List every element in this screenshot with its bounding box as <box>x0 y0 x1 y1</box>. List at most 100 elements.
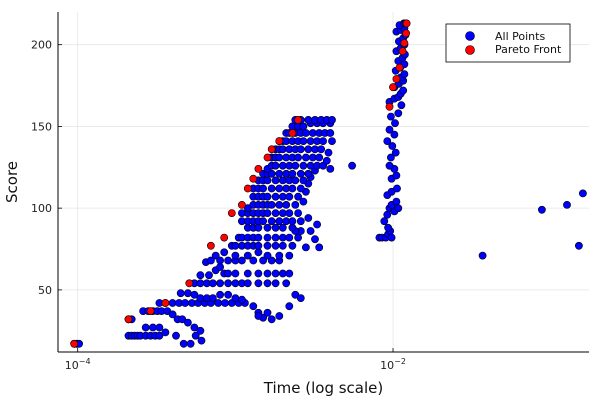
point-all-points <box>285 251 294 260</box>
point-all-points <box>211 251 220 260</box>
point-all-points <box>190 323 199 332</box>
point-all-points <box>579 189 587 198</box>
point-all-points <box>231 279 240 288</box>
point-all-points <box>278 176 287 185</box>
point-all-points <box>197 336 206 345</box>
point-all-points <box>267 184 276 193</box>
point-all-points <box>291 161 300 170</box>
point-all-points <box>328 116 336 124</box>
point-all-points <box>288 223 297 232</box>
series-pareto-front <box>70 19 411 348</box>
point-all-points <box>315 243 324 252</box>
point-all-points <box>216 290 224 299</box>
point-all-points <box>299 122 308 131</box>
point-pareto-front <box>161 299 170 307</box>
point-all-points <box>575 241 583 250</box>
series-all-points <box>70 19 587 348</box>
point-all-points <box>216 263 224 271</box>
x-ticks: 10−4 10−2 <box>65 348 406 372</box>
point-all-points <box>315 153 324 162</box>
point-all-points <box>168 299 177 307</box>
point-all-points <box>271 161 280 170</box>
point-all-points <box>243 269 252 278</box>
point-all-points <box>275 312 284 320</box>
point-pareto-front <box>402 19 411 28</box>
point-all-points <box>267 256 276 265</box>
point-pareto-front <box>294 116 302 124</box>
point-all-points <box>161 328 170 337</box>
point-all-points <box>168 310 177 319</box>
point-pareto-front <box>402 29 410 38</box>
point-pareto-front <box>146 307 155 315</box>
point-all-points <box>231 251 240 260</box>
y-axis-label: Score <box>3 161 21 203</box>
point-all-points <box>392 197 401 206</box>
point-all-points <box>216 256 224 265</box>
point-all-points <box>296 294 305 302</box>
point-all-points <box>155 331 164 340</box>
point-all-points <box>254 248 263 257</box>
legend-label-all-points: All Points <box>495 30 545 43</box>
point-all-points <box>275 200 284 209</box>
point-all-points <box>183 318 192 327</box>
point-all-points <box>179 339 188 348</box>
point-all-points <box>172 331 180 340</box>
point-all-points <box>271 269 280 278</box>
point-pareto-front <box>398 47 407 56</box>
point-all-points <box>285 233 294 242</box>
point-all-points <box>208 279 217 288</box>
point-all-points <box>271 192 280 201</box>
x-tick-label: 10−2 <box>380 357 406 372</box>
point-all-points <box>267 169 276 178</box>
point-pareto-front <box>395 63 404 72</box>
point-pareto-front <box>185 279 194 288</box>
point-all-points <box>275 184 284 193</box>
point-all-points <box>263 233 272 242</box>
point-all-points <box>249 256 258 265</box>
point-all-points <box>306 227 315 235</box>
point-all-points <box>220 248 229 257</box>
point-all-points <box>299 161 308 170</box>
point-all-points <box>306 161 315 170</box>
point-all-points <box>386 153 395 162</box>
point-all-points <box>291 200 300 209</box>
point-all-points <box>237 295 246 304</box>
point-pareto-front <box>124 315 133 324</box>
point-pareto-front <box>263 153 272 162</box>
point-all-points <box>231 294 240 302</box>
point-all-points <box>386 112 395 121</box>
point-all-points <box>385 125 394 134</box>
point-all-points <box>196 271 205 280</box>
point-all-points <box>296 145 305 154</box>
point-all-points <box>304 169 313 178</box>
point-all-points <box>196 294 205 302</box>
point-all-points <box>278 223 287 232</box>
point-all-points <box>288 184 297 193</box>
point-all-points <box>141 323 150 332</box>
point-all-points <box>383 210 392 219</box>
point-pareto-front <box>237 200 246 209</box>
point-all-points <box>288 241 297 250</box>
point-all-points <box>243 279 252 288</box>
point-all-points <box>271 241 280 250</box>
point-all-points <box>384 223 392 232</box>
point-all-points <box>254 269 263 278</box>
point-all-points <box>155 323 164 332</box>
point-all-points <box>231 241 240 250</box>
point-all-points <box>311 235 319 244</box>
point-all-points <box>224 256 232 265</box>
point-all-points <box>394 109 403 118</box>
point-pareto-front <box>227 209 236 217</box>
point-all-points <box>285 269 294 278</box>
point-pareto-front <box>206 241 215 250</box>
point-all-points <box>388 142 397 150</box>
point-all-points <box>393 184 401 193</box>
point-all-points <box>322 156 331 165</box>
point-all-points <box>397 101 406 110</box>
point-all-points <box>148 323 157 332</box>
point-all-points <box>224 279 232 288</box>
point-all-points <box>278 161 287 170</box>
point-all-points <box>319 137 327 145</box>
point-all-points <box>291 176 300 185</box>
